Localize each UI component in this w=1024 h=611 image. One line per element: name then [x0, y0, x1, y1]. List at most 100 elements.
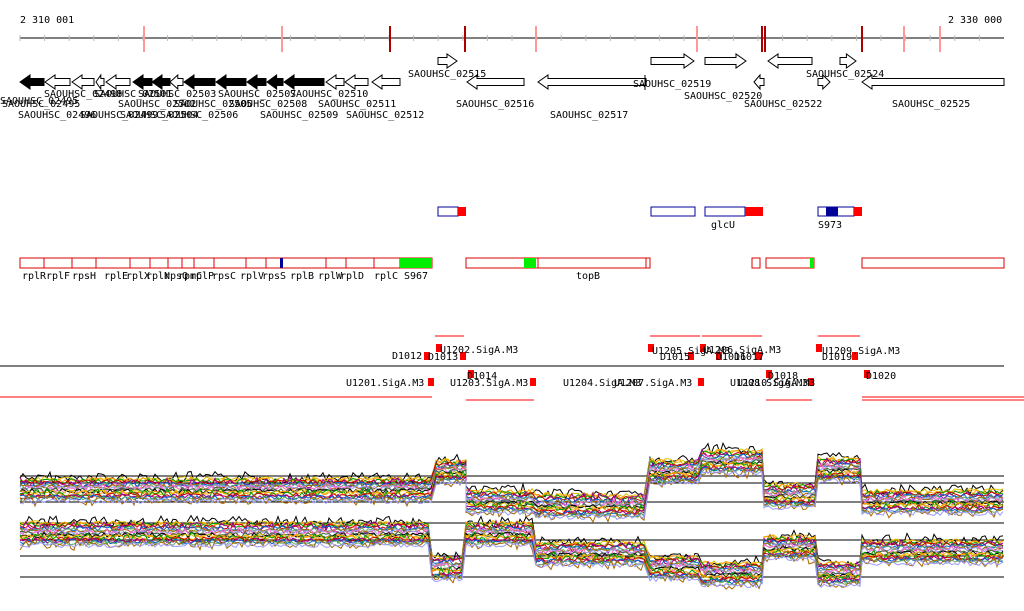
gene-arrow-saouhsc_02525	[817, 73, 831, 91]
gene-arrow-saouhsc_02502	[132, 74, 153, 90]
tss-label: U1209.SigA.M3	[822, 346, 900, 357]
tss-marker	[530, 378, 536, 386]
gene-label: SAOUHSC_02519	[633, 79, 711, 90]
transcript-label: rplR	[22, 271, 47, 282]
gene-label: SAOUHSC_02522	[744, 99, 822, 110]
feature-box-red	[745, 207, 763, 216]
gene-label: SAOUHSC_02502	[118, 99, 196, 110]
feature-label-glcu: glcU	[711, 220, 735, 231]
tss-label: D1015	[660, 352, 690, 363]
tss-marker	[852, 352, 858, 360]
transcript-box	[861, 257, 1005, 269]
transcript-label: rplX	[126, 271, 150, 282]
tss-label: D1020	[866, 371, 896, 382]
gene-label: SAOUHSC_02495	[2, 99, 80, 110]
gene-arrow-saouhsc_02508	[266, 74, 284, 90]
expression-profile-upper	[19, 470, 1004, 521]
expression-profile-lower	[19, 531, 1004, 579]
gene-arrow-saouhsc_02524	[767, 53, 813, 69]
transcript-box	[325, 257, 347, 269]
gene-label: SAOUHSC_02503	[138, 89, 216, 100]
transcript-label: rplF	[46, 271, 70, 282]
transcript-label: rplN	[146, 271, 170, 282]
gene-label: SAOUHSC_02520	[684, 91, 762, 102]
transcript-box	[645, 257, 651, 269]
transcript-box	[129, 257, 151, 269]
tss-label: U1204.SigA.M3	[563, 378, 641, 389]
transcript-label: rplE	[104, 271, 128, 282]
gene-arrow-saouhsc_02509	[283, 74, 325, 90]
transcript-box	[765, 257, 815, 269]
tss-label: U1201.SigA.M3	[346, 378, 424, 389]
transcript-blue-block	[280, 258, 283, 268]
gene-label: SAOUHSC_02509	[260, 110, 338, 121]
gene-arrow-saouhsc_02507	[246, 74, 267, 90]
transcript-box	[281, 257, 327, 269]
tss-marker	[864, 370, 870, 378]
tss-label: D1018	[768, 371, 798, 382]
gene-label: SAOUHSC_02496	[18, 110, 96, 121]
expression-profile-lower	[19, 525, 1004, 581]
transcript-label: rplB	[290, 271, 314, 282]
tss-marker	[716, 352, 722, 360]
tss-label: D1019	[822, 352, 852, 363]
tss-marker	[816, 344, 822, 352]
transcript-box	[245, 257, 267, 269]
transcript-box	[213, 257, 247, 269]
tss-marker	[424, 352, 430, 360]
tss-marker	[698, 378, 704, 386]
expression-profile-lower	[19, 541, 1004, 589]
gene-arrow-saouhsc_02512	[371, 74, 401, 90]
transcript-box	[373, 257, 401, 269]
transcript-box	[193, 257, 215, 269]
transcript-label: S967	[404, 271, 428, 282]
feature-box-blue	[826, 207, 838, 216]
feature-box-red	[854, 207, 862, 216]
gene-label: SAOUHSC_02525	[892, 99, 970, 110]
tss-marker	[700, 344, 706, 352]
tss-marker	[808, 378, 814, 386]
coord-start-label: 2 310 001	[20, 15, 74, 26]
expression-profile-lower	[19, 519, 1004, 566]
tss-label: D1017	[734, 352, 764, 363]
gene-arrow-2	[839, 53, 857, 69]
gene-label: SAOUHSC_02498	[44, 89, 122, 100]
transcript-box	[167, 257, 183, 269]
transcript-label: rpsQ	[164, 271, 188, 282]
transcript-box	[537, 257, 647, 269]
gene-label: SAOUHSC_02506	[160, 110, 238, 121]
expression-profile-lower	[19, 537, 1004, 590]
tss-label: U1203.SigA.M3	[450, 378, 528, 389]
tss-marker	[468, 370, 474, 378]
gene-arrow-saouhsc_02515	[437, 53, 458, 69]
gene-label: SAOUHSC_02501	[94, 89, 172, 100]
expression-profile-upper	[19, 449, 1004, 501]
expression-profile-upper	[19, 461, 1004, 517]
gene-arrow-saouhsc_02496	[44, 74, 71, 90]
coord-end-label: 2 330 000	[948, 15, 1002, 26]
transcript-box	[149, 257, 169, 269]
gene-label: SAOUHSC_02515	[408, 69, 486, 80]
transcript-label: rplP	[190, 271, 214, 282]
gene-label: SAOUHSC_02505	[174, 99, 252, 110]
gene-arrow-saouhsc_02520	[704, 53, 747, 69]
gene-label: SAOUHSC_02495	[0, 96, 78, 107]
transcript-label: rpsH	[72, 271, 96, 282]
transcript-box	[43, 257, 73, 269]
gene-label: SAOUHSC_02504	[120, 110, 198, 121]
tss-label: D1012	[392, 351, 422, 362]
gene-arrow-saouhsc_02511	[344, 74, 369, 90]
expression-profile-upper	[19, 459, 1004, 510]
gene-arrow-saouhsc_02499	[95, 73, 105, 91]
tss-label: U1207.SigA.M3	[614, 378, 692, 389]
expression-profile-upper	[19, 464, 1004, 515]
gene-arrow-saouhsc_02510	[325, 74, 345, 90]
expression-profile-upper	[19, 453, 1004, 504]
transcript-box	[95, 257, 131, 269]
gene-arrow-saouhsc_02501	[105, 74, 131, 90]
transcript-box	[265, 257, 283, 269]
tss-marker	[648, 344, 654, 352]
feature-box-glcu	[704, 206, 746, 217]
tss-marker	[688, 352, 694, 360]
